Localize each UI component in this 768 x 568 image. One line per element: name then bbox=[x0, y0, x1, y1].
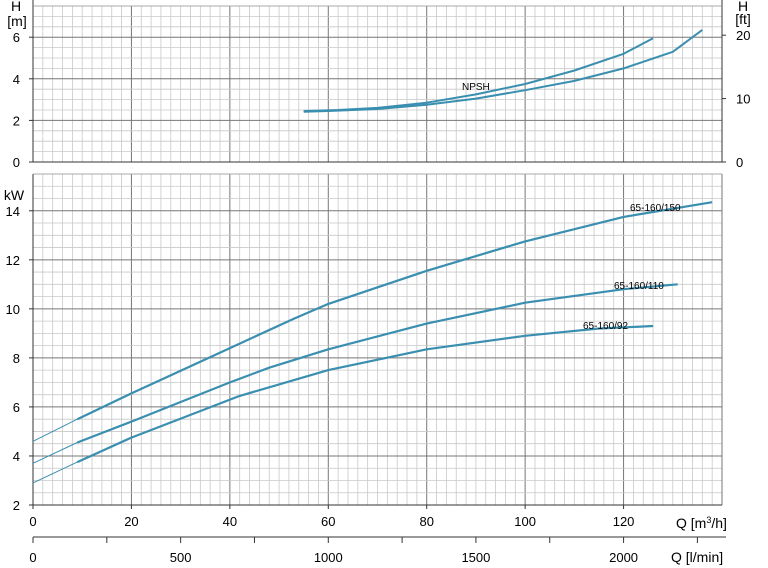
power-curve-extension-65-160-92 bbox=[32, 461, 78, 484]
npsh-curve-label: NPSH bbox=[462, 82, 490, 93]
y-tick-label-right: 10 bbox=[736, 92, 750, 107]
y-tick-label: 0 bbox=[13, 155, 20, 170]
y-axis-label-left-unit: [m] bbox=[7, 13, 26, 29]
power-curve-extension-65-160-150 bbox=[32, 418, 78, 442]
power-curve-label: 65-160/92 bbox=[583, 321, 628, 332]
power-panel: kW 2 4 6 8 10 12 14 0 20 40 60 80 100 120 Q [m3/h] 65-16… bbox=[4, 173, 727, 531]
x-axis-label-exponent: 3 bbox=[706, 515, 711, 525]
secondary-x-tick-label: 500 bbox=[170, 550, 192, 565]
y-tick-label: 6 bbox=[13, 400, 20, 415]
x-tick-label: 0 bbox=[29, 514, 36, 529]
y-axis-label-left-symbol: H bbox=[11, 0, 21, 14]
x-tick-label: 100 bbox=[514, 514, 536, 529]
y-tick-label: 10 bbox=[6, 302, 20, 317]
y-tick-label: 4 bbox=[13, 72, 20, 87]
power-curve-extension-65-160-110 bbox=[32, 442, 78, 464]
y-tick-label: 8 bbox=[13, 351, 20, 366]
secondary-x-tick-label: 2000 bbox=[609, 550, 638, 565]
y-tick-label: 4 bbox=[13, 449, 20, 464]
power-curve-65-160-150 bbox=[76, 201, 713, 421]
x-tick-label: 60 bbox=[321, 514, 335, 529]
y-tick-label: 2 bbox=[13, 113, 20, 128]
power-curve-65-160-92 bbox=[76, 324, 654, 464]
y-axis-label: kW bbox=[4, 187, 25, 203]
npsh-curve-2 bbox=[303, 29, 703, 113]
y-tick-label-right: 0 bbox=[736, 155, 743, 170]
y-axis-label-right-unit: [ft] bbox=[735, 11, 751, 27]
power-curve-label: 65-160/110 bbox=[614, 281, 664, 292]
x-tick-label: 120 bbox=[613, 514, 635, 529]
x-axis-label: Q [m3/h] bbox=[676, 515, 727, 531]
x-axis-label-suffix: /h] bbox=[711, 515, 727, 531]
x-tick-label: 20 bbox=[124, 514, 138, 529]
y-axis-label-right-symbol: H bbox=[738, 0, 748, 14]
x-tick-label: 80 bbox=[419, 514, 433, 529]
secondary-x-tick-label: 0 bbox=[29, 550, 36, 565]
y-tick-label: 2 bbox=[13, 498, 20, 513]
y-tick-label: 6 bbox=[13, 30, 20, 45]
secondary-x-axis-label: Q [l/min] bbox=[671, 549, 723, 565]
flow-axis-lpm: 0 500 1000 1500 2000 Q [l/min] bbox=[29, 536, 726, 565]
secondary-x-tick-label: 1000 bbox=[314, 550, 343, 565]
power-curve-label: 65-160/150 bbox=[630, 203, 681, 214]
x-tick-label: 40 bbox=[223, 514, 237, 529]
power-curve-65-160-110 bbox=[76, 283, 678, 444]
y-tick-label: 12 bbox=[6, 253, 20, 268]
y-tick-label: 14 bbox=[6, 204, 20, 219]
secondary-x-tick-label: 1500 bbox=[461, 550, 490, 565]
y-tick-label-right: 20 bbox=[736, 28, 750, 43]
